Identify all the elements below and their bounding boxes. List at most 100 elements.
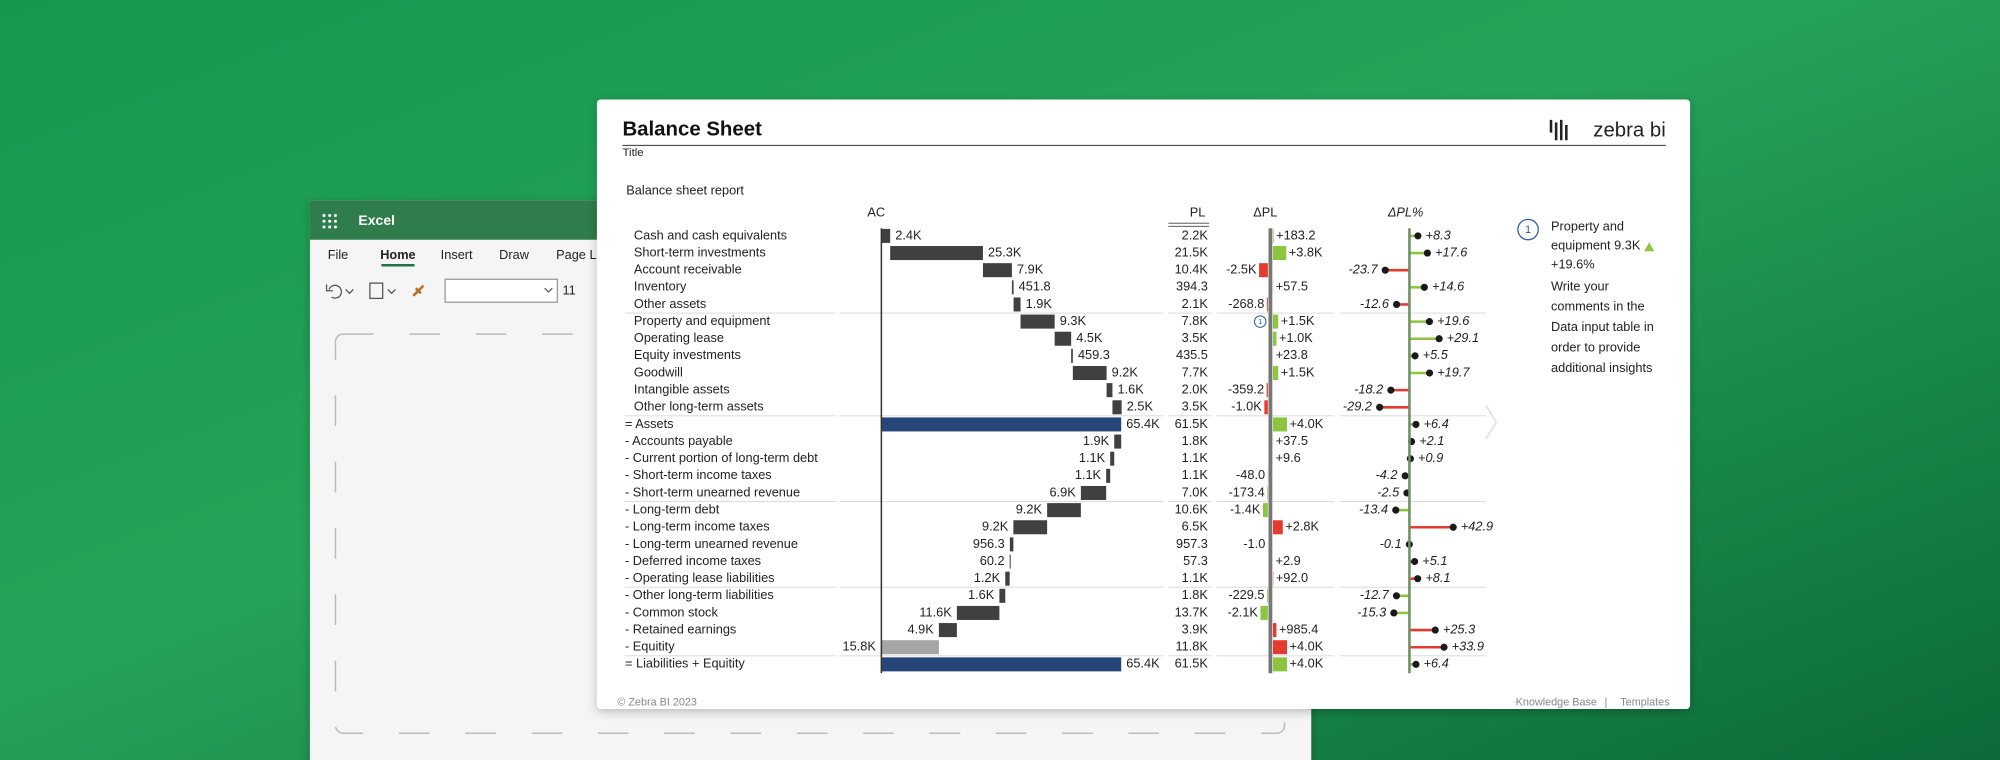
comment-line: order to provide: [1551, 339, 1640, 354]
comment-text: Property and equipment 9.3K +19.6% Write yo…: [1551, 218, 1655, 375]
ac-value: 1.1K: [1075, 467, 1102, 482]
delta-value: +985.4: [1279, 621, 1318, 636]
pin-head: [1420, 283, 1428, 291]
row-label: Equity investments: [634, 347, 741, 362]
undo-dropdown[interactable]: [345, 289, 354, 295]
comment-line: Property and: [1551, 218, 1624, 233]
ac-value: 25.3K: [988, 244, 1022, 259]
ac-value: 7.9K: [1017, 262, 1044, 277]
ribbon-tab[interactable]: Home: [380, 247, 415, 262]
row-label: = Assets: [625, 416, 674, 431]
font-name-box[interactable]: [444, 278, 559, 303]
app-launcher[interactable]: [322, 213, 337, 229]
delta-percent: +29.1: [1447, 330, 1479, 345]
pin-head: [1425, 369, 1434, 377]
ac-bar: [1106, 383, 1113, 398]
delta-bar: [1272, 228, 1274, 243]
ribbon-tab[interactable]: Insert: [441, 247, 473, 262]
pin-head: [1412, 660, 1420, 668]
ac-bar: [982, 263, 1012, 278]
delta-value: +1.0K: [1279, 330, 1313, 345]
pl-value: 61.5K: [1175, 656, 1209, 671]
ac-value: 451.8: [1019, 279, 1051, 294]
delta-bar: [1272, 331, 1277, 346]
app-name: Excel: [358, 212, 395, 228]
pin-head: [1440, 643, 1448, 651]
pin-head: [1401, 472, 1409, 480]
row-label: - Long-term debt: [625, 501, 720, 516]
delta-value: +37.5: [1276, 433, 1308, 448]
pl-value: 2.0K: [1182, 382, 1209, 397]
ac-value: 4.5K: [1076, 330, 1103, 345]
comment-line: Data input table in: [1551, 319, 1654, 334]
row-label: Account receivable: [634, 262, 742, 277]
undo-icon[interactable]: [325, 284, 342, 299]
comment-number: 1: [1525, 224, 1531, 236]
ac-value: 1.6K: [968, 587, 995, 602]
ribbon-tab[interactable]: Draw: [499, 247, 530, 262]
ac-value: 9.2K: [1016, 501, 1043, 516]
pl-value: 1.1K: [1182, 570, 1209, 585]
pin-head: [1414, 575, 1422, 583]
pin-head: [1381, 266, 1389, 274]
delta-bar: [1272, 246, 1287, 261]
report-title: Balance Sheet: [622, 118, 762, 140]
row-label: Cash and cash equivalents: [634, 227, 787, 242]
column-header: ΔPL%: [1387, 204, 1424, 219]
font-dropdown[interactable]: [544, 287, 553, 293]
ac-bar: [1011, 280, 1014, 295]
paste-icon[interactable]: [369, 282, 384, 300]
delta-bar: [1266, 297, 1268, 312]
ac-bar: [1106, 468, 1111, 483]
ribbon-tab[interactable]: File: [328, 247, 349, 262]
delta-value: +3.8K: [1289, 244, 1323, 259]
comment-line: Write your: [1551, 278, 1610, 293]
pl-value: 435.5: [1176, 347, 1208, 362]
ac-bar: [1071, 348, 1073, 363]
delta-percent: +33.9: [1452, 639, 1484, 654]
footer-link[interactable]: Templates: [1620, 696, 1670, 708]
pl-value: 1.1K: [1182, 467, 1209, 482]
ac-value: 6.9K: [1050, 484, 1077, 499]
footer-link[interactable]: Knowledge Base: [1516, 696, 1597, 708]
pl-value: 10.6K: [1175, 501, 1209, 516]
pin-head: [1425, 318, 1434, 326]
ac-bar: [890, 246, 983, 261]
row-label: - Short-term income taxes: [625, 467, 772, 482]
ac-bar: [1112, 400, 1122, 415]
ac-bar: [1013, 297, 1021, 312]
pl-value: 6.5K: [1182, 519, 1209, 534]
row-label: Operating lease: [634, 330, 724, 345]
delta-percent: +19.7: [1437, 364, 1470, 379]
ribbon-tabs: File Home Insert Draw Page La: [328, 247, 605, 262]
ac-value: 9.2K: [982, 519, 1009, 534]
pl-value: 394.3: [1176, 279, 1208, 294]
paste-dropdown[interactable]: [387, 289, 396, 295]
delta-value: +2.9: [1276, 553, 1301, 568]
ac-bar: [938, 623, 957, 638]
ac-bar: [956, 605, 1000, 620]
ribbon-tab[interactable]: Page La: [556, 247, 604, 262]
delta-value: +1.5K: [1281, 364, 1315, 379]
comment-triangle: [1644, 242, 1655, 252]
delta-percent: +8.1: [1425, 570, 1450, 585]
scroll-chevron[interactable]: [1485, 405, 1498, 440]
comment-marker: [1517, 218, 1539, 241]
column-header: ΔPL: [1253, 204, 1277, 219]
row-label: Property and equipment: [634, 313, 771, 328]
comment-number: 1: [1258, 317, 1262, 326]
pl-value: 13.7K: [1175, 604, 1209, 619]
pin-head: [1411, 557, 1419, 566]
ac-bar: [1009, 554, 1011, 569]
delta-bar: [1267, 588, 1268, 603]
font-size-box[interactable]: 11: [563, 283, 576, 298]
delta-percent: -2.5: [1377, 484, 1400, 499]
ac-value: 459.3: [1078, 347, 1110, 362]
ac-bar: [1054, 331, 1072, 346]
delta-percent: +14.6: [1432, 279, 1465, 294]
delta-bar: [1272, 520, 1283, 535]
row-label: = Liabilities + Equitity: [625, 656, 745, 671]
pl-value: 7.8K: [1182, 313, 1209, 328]
delta-value: -173.4: [1229, 484, 1265, 499]
